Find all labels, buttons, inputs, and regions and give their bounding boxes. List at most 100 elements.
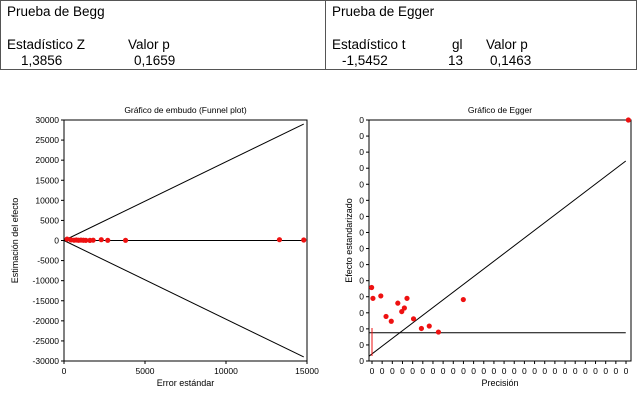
x-tick-label: 0 xyxy=(400,366,405,376)
y-tick-label: 30000 xyxy=(35,115,59,125)
data-point xyxy=(399,308,405,315)
y-tick-label: 0 xyxy=(54,236,59,246)
y-tick-label: 10000 xyxy=(35,195,59,205)
y-tick-label: 0 xyxy=(359,179,364,189)
x-axis-label: Error estándar xyxy=(157,378,215,388)
y-tick-label: 25000 xyxy=(35,135,59,145)
x-tick-label: 0 xyxy=(420,366,425,376)
x-tick-label: 10000 xyxy=(214,366,238,376)
plot-frame xyxy=(368,119,632,362)
y-tick-label: 0 xyxy=(359,115,364,125)
y-tick-label: 15000 xyxy=(35,175,59,185)
x-tick-label: 0 xyxy=(370,366,375,376)
data-point xyxy=(410,316,417,322)
data-point xyxy=(276,237,283,243)
y-tick-label: 0 xyxy=(359,131,364,141)
egger-p-header: Valor p xyxy=(486,37,528,52)
x-tick-label: 0 xyxy=(431,366,436,376)
data-point xyxy=(378,293,384,299)
y-tick-label: 0 xyxy=(359,340,364,350)
y-tick-label: -20000 xyxy=(33,316,60,326)
x-tick-label: 0 xyxy=(492,366,497,376)
data-point xyxy=(83,237,89,243)
x-tick-label: 0 xyxy=(532,366,537,376)
data-point xyxy=(404,295,410,301)
x-tick-label: 5000 xyxy=(136,366,155,376)
stats-table: Prueba de Begg Estadístico Z Valor p 1,38… xyxy=(0,0,637,70)
x-tick-label: 0 xyxy=(502,366,507,376)
data-point xyxy=(105,237,111,243)
data-point xyxy=(370,295,376,301)
egger-df-header: gl xyxy=(452,37,463,52)
x-tick-label: 0 xyxy=(380,366,385,376)
data-point xyxy=(388,318,394,324)
x-tick-label: 0 xyxy=(62,366,67,376)
x-tick-label: 0 xyxy=(624,366,629,376)
data-point xyxy=(64,236,70,242)
x-tick-label: 0 xyxy=(583,366,588,376)
y-tick-label: 0 xyxy=(359,195,364,205)
data-point xyxy=(369,284,375,291)
funnel-plot: Gráfico de embudo (Funnel plot) 30000 2500… xyxy=(10,105,319,388)
data-point xyxy=(383,313,389,320)
x-tick-label: 0 xyxy=(522,366,527,376)
data-point xyxy=(98,237,104,243)
y-tick-label: 0 xyxy=(359,147,364,157)
begg-cell: Prueba de Begg Estadístico Z Valor p 1,38… xyxy=(0,0,326,70)
x-tick-label: 0 xyxy=(461,366,466,376)
x-tick-label: 0 xyxy=(451,366,456,376)
begg-p-value: 0,1659 xyxy=(134,53,176,68)
y-tick-label: 0 xyxy=(359,324,364,334)
y-tick-label: -30000 xyxy=(33,356,60,366)
y-tick-label: 0 xyxy=(359,163,364,173)
chart-title: Gráfico de Egger xyxy=(468,105,532,115)
y-tick-label: 20000 xyxy=(35,155,59,165)
egger-p-value: 0,1463 xyxy=(490,53,532,68)
y-tick-label: 0 xyxy=(359,292,364,302)
x-tick-label: 15000 xyxy=(295,366,319,376)
y-tick-label: -15000 xyxy=(33,296,60,306)
x-tick-label: 0 xyxy=(613,366,618,376)
egger-stat-header: Estadístico t xyxy=(332,37,406,52)
data-point xyxy=(122,237,129,243)
y-tick-label: 0 xyxy=(359,211,364,221)
data-point xyxy=(426,323,432,329)
x-tick-label: 0 xyxy=(441,366,446,376)
begg-title: Prueba de Begg xyxy=(7,4,105,19)
reference-line-regression xyxy=(368,160,627,357)
data-point xyxy=(401,305,407,311)
x-tick-label: 0 xyxy=(512,366,517,376)
y-axis-label: Estimación del efecto xyxy=(10,198,20,284)
egger-title: Prueba de Egger xyxy=(332,4,435,19)
y-tick-label: 0 xyxy=(359,244,364,254)
begg-p-header: Valor p xyxy=(128,37,170,52)
y-tick-label: 5000 xyxy=(40,215,59,225)
begg-stat-value: 1,3856 xyxy=(21,53,63,68)
x-tick-label: 0 xyxy=(593,366,598,376)
data-point xyxy=(460,296,466,303)
x-tick-label: 0 xyxy=(471,366,476,376)
x-tick-label: 0 xyxy=(390,366,395,376)
x-tick-label: 0 xyxy=(603,366,608,376)
egger-df-value: 13 xyxy=(448,53,464,68)
y-tick-label: 0 xyxy=(359,308,364,318)
data-point xyxy=(435,329,442,335)
x-tick-label: 0 xyxy=(553,366,558,376)
reference-line-lower xyxy=(63,240,304,358)
data-point xyxy=(395,300,401,306)
begg-stat-header: Estadístico Z xyxy=(7,37,86,52)
data-point xyxy=(625,117,631,123)
egger-cell: Prueba de Egger Estadístico t gl Valor p -… xyxy=(325,0,637,70)
charts-area: Gráfico de embudo (Funnel plot) 30000 2500… xyxy=(10,105,632,388)
x-tick-label: 0 xyxy=(481,366,486,376)
x-tick-label: 0 xyxy=(542,366,547,376)
data-point xyxy=(301,237,307,243)
data-point xyxy=(418,325,424,332)
chart-title: Gráfico de embudo (Funnel plot) xyxy=(124,105,247,115)
y-tick-label: 0 xyxy=(359,276,364,286)
x-axis-label: Precisión xyxy=(481,378,518,388)
y-tick-label: 0 xyxy=(359,356,364,366)
x-tick-label: 0 xyxy=(573,366,578,376)
y-axis-label: Efecto estandarizado xyxy=(344,198,354,283)
y-tick-label: -25000 xyxy=(33,336,60,346)
